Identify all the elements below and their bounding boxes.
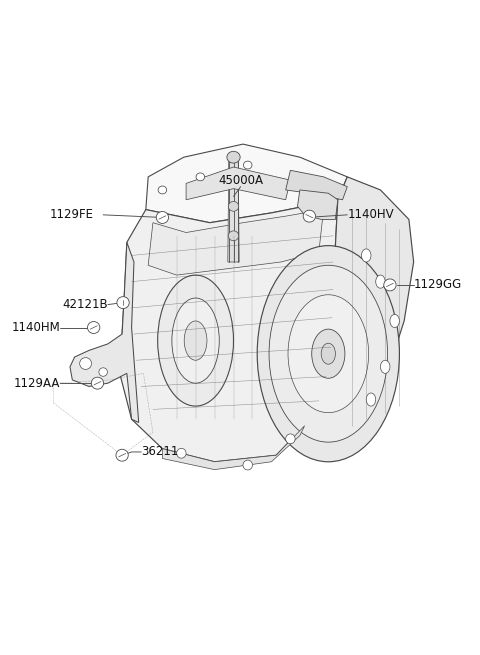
Ellipse shape <box>286 434 295 444</box>
Ellipse shape <box>228 202 239 211</box>
Ellipse shape <box>257 246 399 462</box>
Polygon shape <box>305 177 414 439</box>
Ellipse shape <box>243 460 252 470</box>
Polygon shape <box>298 190 338 219</box>
Text: 1140HV: 1140HV <box>347 208 394 221</box>
Ellipse shape <box>243 161 252 169</box>
Ellipse shape <box>390 314 399 328</box>
Text: 1129FE: 1129FE <box>49 208 94 221</box>
Ellipse shape <box>196 173 204 181</box>
Ellipse shape <box>269 265 387 442</box>
Polygon shape <box>148 210 324 275</box>
Ellipse shape <box>376 275 385 288</box>
Ellipse shape <box>91 377 104 389</box>
Text: 36211: 36211 <box>141 445 179 458</box>
Polygon shape <box>286 170 347 200</box>
Text: 42121B: 42121B <box>62 298 108 311</box>
Ellipse shape <box>303 210 315 222</box>
Ellipse shape <box>366 393 376 406</box>
Ellipse shape <box>184 321 207 360</box>
Ellipse shape <box>296 173 304 181</box>
Ellipse shape <box>99 368 108 376</box>
Polygon shape <box>70 242 139 422</box>
Text: 1140HM: 1140HM <box>12 321 60 334</box>
Polygon shape <box>162 426 305 470</box>
Ellipse shape <box>384 279 396 291</box>
Ellipse shape <box>156 212 168 223</box>
Ellipse shape <box>172 298 219 383</box>
Polygon shape <box>146 144 347 223</box>
Text: 1129GG: 1129GG <box>414 278 462 291</box>
Ellipse shape <box>334 186 342 194</box>
Ellipse shape <box>288 295 369 413</box>
Polygon shape <box>120 200 338 462</box>
Text: 1129AA: 1129AA <box>14 377 60 390</box>
Text: 45000A: 45000A <box>218 174 263 187</box>
Ellipse shape <box>312 329 345 379</box>
Ellipse shape <box>321 343 336 364</box>
Ellipse shape <box>381 360 390 373</box>
Ellipse shape <box>227 151 240 163</box>
Ellipse shape <box>177 448 186 458</box>
Polygon shape <box>228 157 239 262</box>
Ellipse shape <box>158 186 167 194</box>
Ellipse shape <box>80 358 92 369</box>
Ellipse shape <box>361 249 371 262</box>
Polygon shape <box>186 167 290 200</box>
Ellipse shape <box>117 297 129 309</box>
Ellipse shape <box>157 275 233 406</box>
Ellipse shape <box>116 449 128 461</box>
Ellipse shape <box>228 231 239 241</box>
Ellipse shape <box>87 322 100 333</box>
